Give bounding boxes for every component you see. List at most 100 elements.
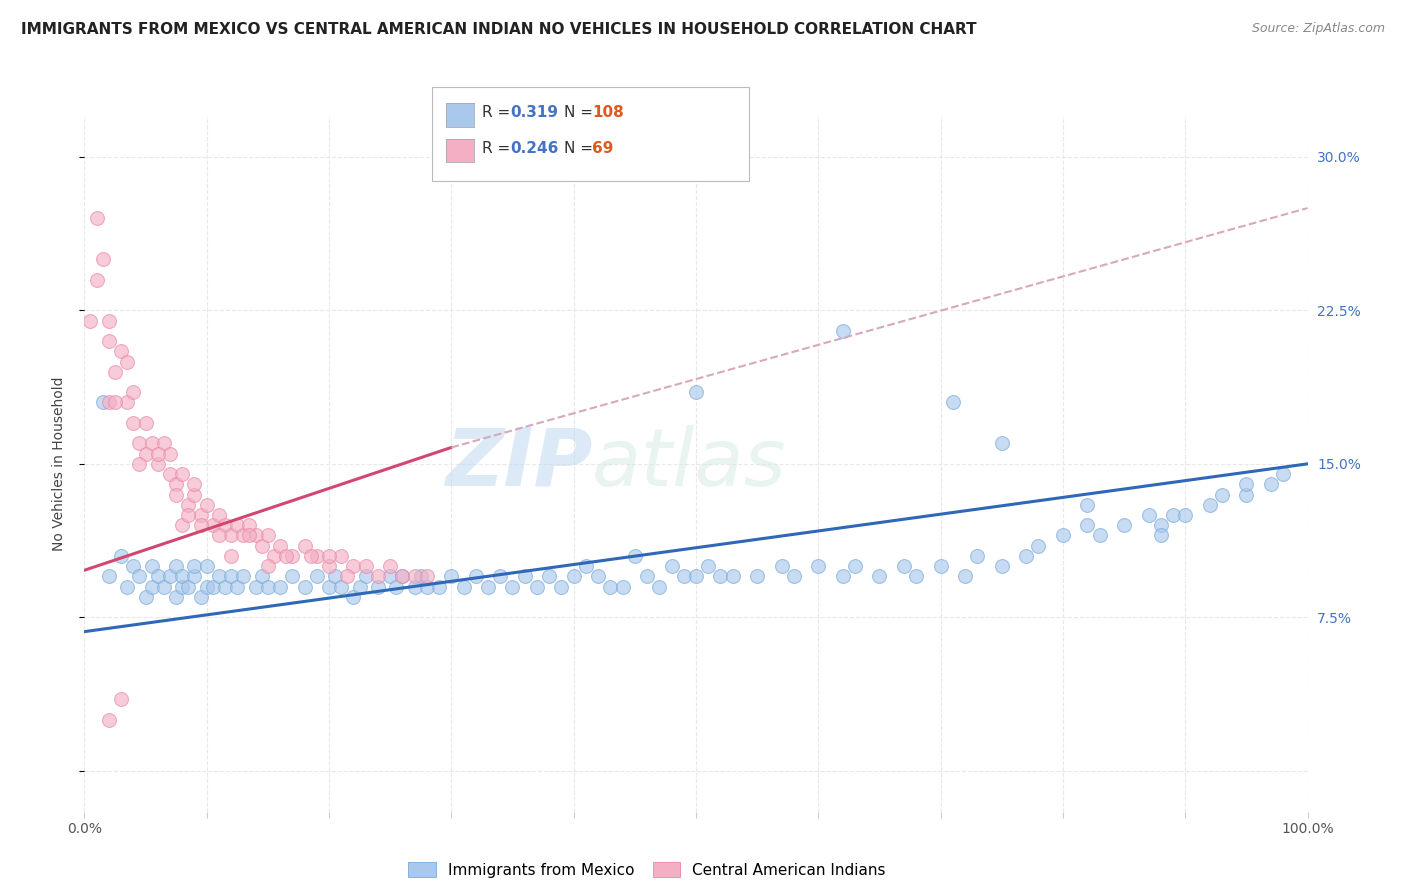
Point (391, 569, 413, 583)
Point (183, 559, 205, 574)
Point (1174, 508, 1197, 522)
Point (391, 569, 413, 583)
Point (195, 580, 218, 594)
Point (1161, 508, 1184, 522)
Point (172, 467, 194, 481)
Point (97, 334, 120, 348)
Point (661, 559, 683, 574)
Point (141, 436, 163, 450)
Point (177, 580, 200, 594)
Point (1150, 518, 1173, 533)
Point (165, 477, 187, 491)
Point (97, 313, 120, 327)
Point (122, 385, 145, 400)
Point (893, 559, 915, 574)
Point (929, 559, 952, 574)
Point (146, 447, 169, 461)
Point (97, 713, 120, 727)
Point (153, 436, 176, 450)
Point (330, 580, 353, 594)
Point (250, 569, 273, 583)
Text: N =: N = (564, 141, 598, 155)
Point (269, 539, 291, 553)
Point (195, 559, 218, 574)
Point (226, 518, 249, 533)
Point (1272, 467, 1295, 481)
Point (1028, 539, 1050, 553)
Point (1076, 518, 1098, 533)
Point (214, 518, 236, 533)
Point (153, 580, 176, 594)
Point (165, 559, 187, 574)
Point (141, 559, 163, 574)
Point (276, 549, 298, 563)
Point (190, 508, 212, 522)
Point (624, 549, 647, 563)
Point (427, 580, 450, 594)
Point (648, 580, 671, 594)
Point (1015, 549, 1038, 563)
Text: atlas: atlas (592, 425, 787, 503)
Point (1236, 487, 1258, 501)
Point (232, 528, 254, 542)
Point (367, 569, 389, 583)
Point (636, 569, 658, 583)
Point (330, 549, 353, 563)
Legend: Immigrants from Mexico, Central American Indians: Immigrants from Mexico, Central American… (402, 856, 891, 884)
Point (349, 580, 371, 594)
Point (257, 559, 280, 574)
Point (342, 590, 364, 604)
Point (165, 487, 187, 501)
Point (86, 211, 108, 226)
Point (146, 569, 169, 583)
Point (245, 580, 267, 594)
Point (305, 549, 328, 563)
Point (219, 549, 242, 563)
Point (1236, 477, 1258, 491)
Point (1052, 528, 1074, 542)
Point (477, 580, 499, 594)
Text: ZIP: ZIP (444, 425, 592, 503)
Point (128, 457, 150, 471)
Point (91, 395, 114, 409)
Point (709, 569, 731, 583)
Point (257, 528, 280, 542)
Point (86, 273, 108, 287)
Point (294, 539, 316, 553)
Point (250, 539, 273, 553)
Point (318, 580, 340, 594)
Point (115, 580, 138, 594)
Point (190, 590, 212, 604)
Point (226, 580, 249, 594)
Point (502, 580, 524, 594)
Point (135, 590, 157, 604)
Point (257, 580, 280, 594)
Point (238, 528, 260, 542)
Point (783, 569, 806, 583)
Point (844, 559, 866, 574)
Point (91, 252, 114, 267)
Point (159, 467, 181, 481)
Point (831, 569, 853, 583)
Point (128, 436, 150, 450)
Point (550, 580, 572, 594)
Point (172, 569, 194, 583)
Point (323, 569, 346, 583)
Point (141, 580, 163, 594)
Point (263, 549, 285, 563)
Point (409, 569, 432, 583)
Point (195, 498, 218, 512)
Point (672, 569, 695, 583)
Point (562, 569, 585, 583)
Point (214, 580, 236, 594)
Point (318, 549, 340, 563)
Point (135, 447, 157, 461)
Point (97, 569, 120, 583)
Point (416, 569, 439, 583)
Point (159, 569, 181, 583)
Point (404, 569, 426, 583)
Point (966, 549, 988, 563)
Point (416, 580, 439, 594)
Point (354, 569, 377, 583)
Point (232, 569, 254, 583)
